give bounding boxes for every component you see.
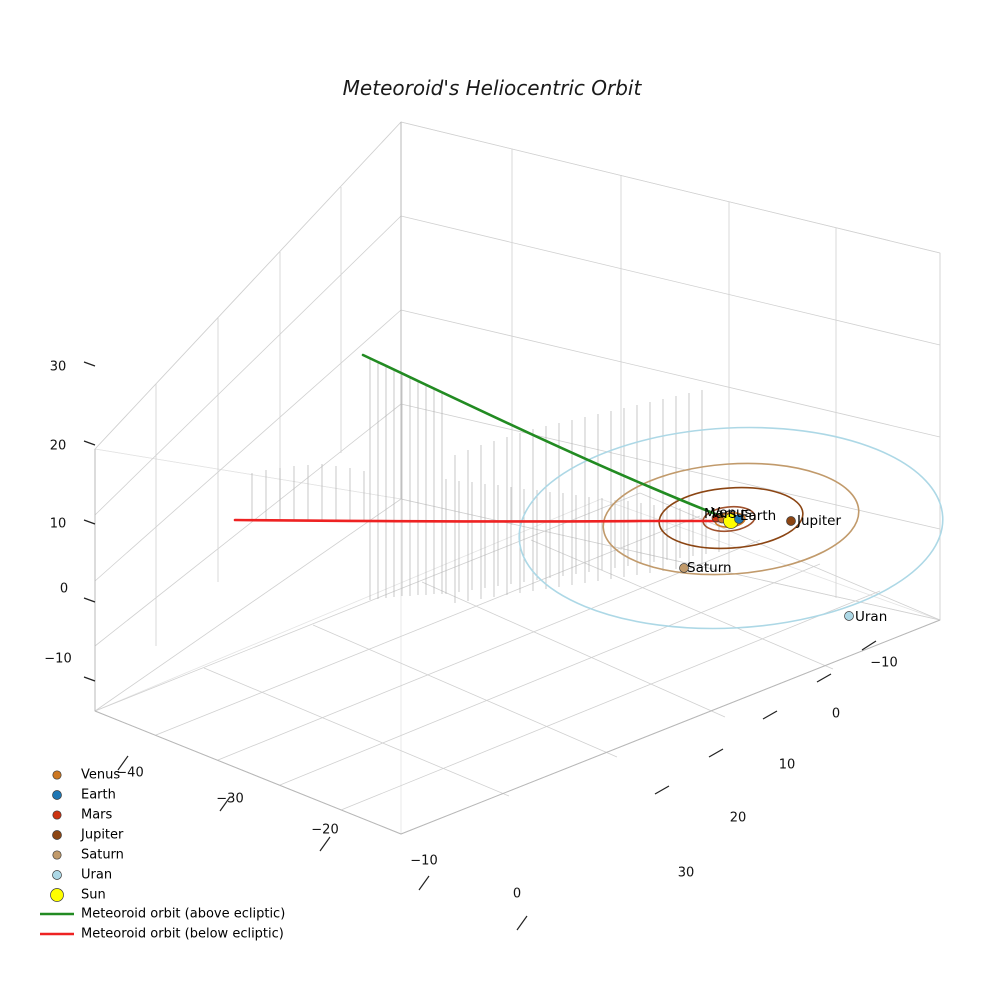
pane-left-upper	[94, 120, 402, 500]
planet-marker-earth[interactable]	[734, 514, 744, 524]
legend-marker-mars	[52, 810, 62, 820]
trajectory-above-ecliptic[interactable]	[361, 353, 733, 522]
z-tick-label-4: −10	[44, 652, 71, 667]
legend-label-earth[interactable]: Earth	[81, 788, 116, 803]
meteoroid-trajectory[interactable]	[233, 353, 735, 523]
planet-marker-uran[interactable]	[844, 611, 854, 621]
x-tick-label-1: −30	[216, 792, 243, 807]
grid-left-wall	[94, 121, 402, 712]
grid-floor	[94, 492, 941, 835]
x-tick-label-4: 0	[513, 887, 521, 902]
legend-label-uran[interactable]: Uran	[81, 868, 112, 883]
legend-marker-venus	[52, 770, 62, 780]
planet-label-saturn: Saturn	[687, 560, 732, 576]
planet-label-venus: Venus	[711, 505, 752, 521]
planet-marker-jupiter[interactable]	[786, 516, 796, 526]
y-axis[interactable]: −10 0 10 20 30	[400, 619, 941, 881]
legend-marker-jupiter	[52, 830, 62, 840]
orbit-saturn	[602, 462, 860, 576]
z-tick-label-3: 0	[60, 582, 68, 597]
y-tick-label-4: 30	[678, 866, 695, 881]
planet-marker-saturn[interactable]	[679, 563, 689, 573]
z-axis[interactable]: 30 20 10 0 −10	[44, 360, 96, 712]
legend-marker-sun	[50, 888, 64, 902]
legend-label-mars[interactable]: Mars	[81, 808, 113, 823]
pane-right-wall	[400, 121, 941, 621]
trajectory-below-ecliptic[interactable]	[233, 518, 735, 523]
z-tick-label-1: 20	[50, 439, 67, 454]
grid-right-wall	[400, 121, 941, 621]
legend-label-above-ecliptic[interactable]: Meteoroid orbit (above ecliptic)	[81, 907, 285, 922]
planet-markers[interactable]: Uran Saturn Jupiter Mars Venus Earth	[679, 505, 888, 625]
legend-label-below-ecliptic[interactable]: Meteoroid orbit (below ecliptic)	[81, 927, 284, 942]
orbit-jupiter	[658, 486, 804, 550]
legend-label-saturn[interactable]: Saturn	[81, 848, 124, 863]
planet-label-jupiter: Jupiter	[796, 513, 841, 529]
z-tick-label-0: 30	[50, 360, 67, 375]
legend-marker-saturn	[52, 850, 62, 860]
y-tick-label-3: 20	[730, 811, 747, 826]
x-axis[interactable]: −40 −30 −20 −10 0	[94, 710, 528, 931]
y-tick-label-1: 0	[832, 707, 840, 722]
x-tick-label-0: −40	[116, 766, 143, 781]
legend-marker-uran	[52, 870, 62, 880]
x-tick-label-2: −20	[311, 823, 338, 838]
planet-label-earth: Earth	[740, 508, 776, 524]
z-tick-label-2: 10	[50, 517, 67, 532]
page-title: Meteoroid's Heliocentric Orbit	[343, 76, 643, 100]
legend[interactable]: Venus Earth Mars Jupiter Saturn Uran Sun…	[40, 768, 285, 942]
planet-label-uran: Uran	[855, 609, 887, 625]
pane-floor	[93, 498, 942, 835]
legend-label-venus[interactable]: Venus	[81, 768, 120, 783]
orbit-uranus	[518, 426, 944, 630]
y-tick-label-0: −10	[870, 656, 897, 671]
y-tick-label-2: 10	[779, 758, 796, 773]
legend-label-jupiter[interactable]: Jupiter	[80, 828, 124, 843]
axes-panes	[93, 120, 942, 835]
legend-marker-earth	[52, 790, 62, 800]
legend-label-sun[interactable]: Sun	[81, 888, 106, 903]
x-tick-label-3: −10	[410, 854, 437, 869]
planet-label-mars: Mars	[704, 506, 737, 522]
